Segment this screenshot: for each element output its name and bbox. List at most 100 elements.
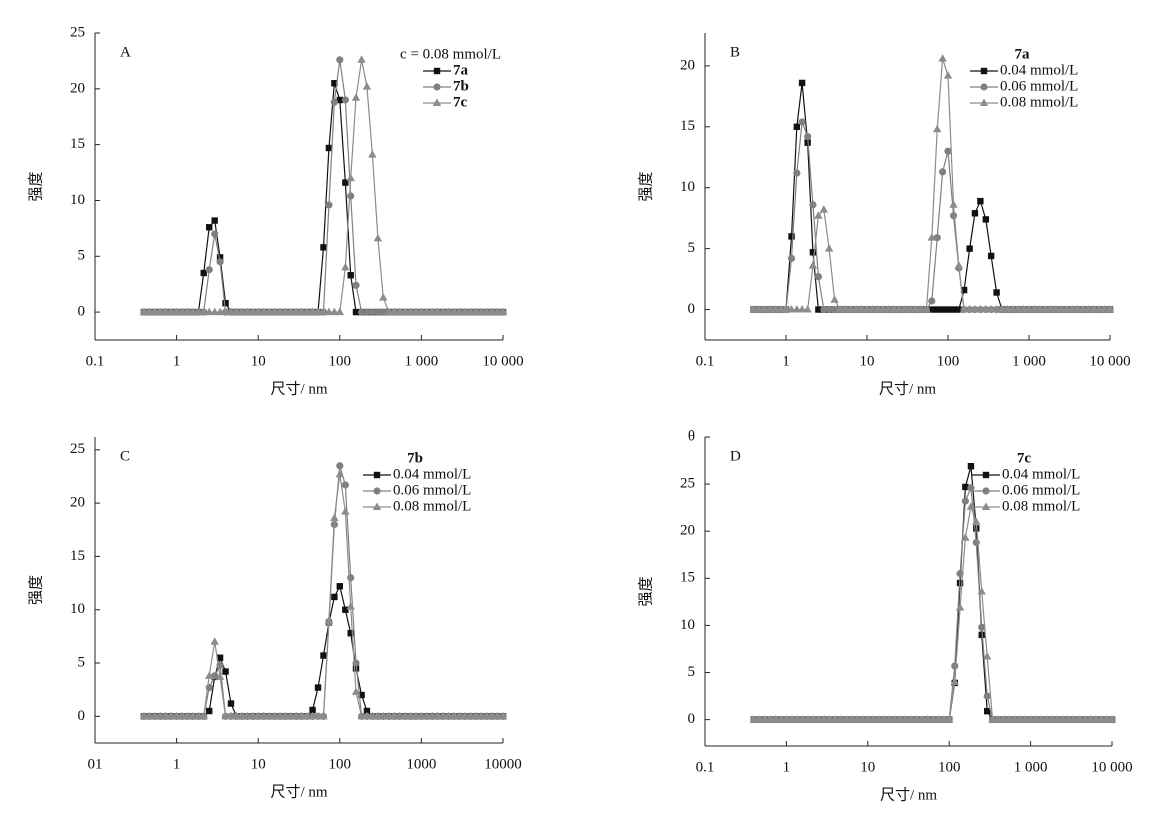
marker <box>194 307 203 316</box>
marker <box>264 711 274 720</box>
marker <box>1102 715 1111 723</box>
marker <box>970 305 980 313</box>
marker <box>411 711 421 720</box>
y-tick-label: 20 <box>70 495 85 511</box>
marker <box>373 471 381 479</box>
marker <box>1035 305 1045 313</box>
marker <box>984 707 991 715</box>
x-tick-label: 10 <box>251 756 266 772</box>
y-tick-label: 15 <box>680 118 695 134</box>
legend-label: 0.04 mmol/L <box>393 466 471 482</box>
marker <box>352 281 360 289</box>
y-axis-label: 强度 <box>27 575 44 605</box>
marker <box>351 687 361 695</box>
marker <box>830 295 839 303</box>
marker <box>292 711 301 720</box>
marker <box>351 93 361 101</box>
series-line <box>143 83 503 313</box>
marker <box>177 711 187 720</box>
marker <box>954 261 964 269</box>
marker <box>814 273 822 281</box>
marker <box>1062 305 1072 313</box>
panel-label: D <box>730 448 741 464</box>
marker <box>216 254 224 261</box>
marker <box>916 305 926 313</box>
marker <box>237 307 247 316</box>
marker <box>1037 715 1046 723</box>
marker <box>362 82 372 90</box>
x-tick-label: 10 <box>860 353 875 369</box>
marker <box>971 210 979 217</box>
marker <box>776 305 785 313</box>
marker <box>1051 305 1061 313</box>
marker <box>460 711 470 720</box>
marker <box>956 570 964 578</box>
marker <box>820 715 829 723</box>
marker <box>259 711 268 720</box>
marker <box>254 711 263 720</box>
marker <box>951 662 959 670</box>
marker <box>482 711 491 720</box>
marker <box>243 711 252 720</box>
marker <box>1107 715 1117 723</box>
marker <box>433 67 441 75</box>
series-line <box>753 82 1110 311</box>
marker <box>211 217 218 224</box>
marker <box>830 305 839 314</box>
marker <box>210 307 219 316</box>
x-tick-label: 100 <box>329 353 352 369</box>
marker <box>368 308 377 316</box>
legend-label: 0.08 mmol/L <box>393 498 471 514</box>
marker <box>373 711 383 720</box>
marker <box>248 711 257 720</box>
marker <box>188 307 198 316</box>
marker <box>455 711 464 720</box>
y-tick-label: 25 <box>70 24 85 40</box>
marker <box>944 147 952 155</box>
marker <box>999 715 1008 723</box>
x-tick-label: 1 000 <box>1014 759 1048 775</box>
marker <box>222 668 229 675</box>
marker <box>286 307 296 316</box>
marker <box>960 286 968 294</box>
marker <box>928 715 938 723</box>
marker <box>243 307 252 316</box>
marker <box>254 307 263 316</box>
marker <box>335 307 344 316</box>
marker <box>1003 305 1012 313</box>
x-tick-label: 1 <box>782 353 790 369</box>
marker <box>945 715 954 723</box>
marker <box>961 533 970 541</box>
marker <box>967 484 975 492</box>
marker <box>1046 305 1055 313</box>
marker <box>302 307 312 316</box>
marker <box>1058 715 1068 723</box>
marker <box>1084 305 1093 313</box>
marker <box>939 168 947 176</box>
legend-label: 0.06 mmol/L <box>1000 78 1078 94</box>
marker <box>205 266 213 274</box>
marker <box>1091 715 1100 723</box>
marker <box>950 306 957 313</box>
marker <box>145 711 154 720</box>
marker <box>177 307 187 316</box>
legend-label: 0.08 mmol/L <box>1000 94 1078 110</box>
marker <box>358 691 365 699</box>
marker <box>889 305 899 313</box>
marker <box>814 715 824 723</box>
marker <box>912 715 921 723</box>
marker <box>264 307 274 316</box>
marker <box>1024 305 1034 313</box>
x-axis-label: 尺寸/ nm <box>270 783 327 800</box>
marker <box>787 305 796 313</box>
marker <box>1010 715 1019 723</box>
marker <box>847 715 856 723</box>
marker <box>993 715 1003 723</box>
marker <box>1057 305 1066 313</box>
marker <box>487 307 497 316</box>
series-line <box>143 584 503 717</box>
marker <box>150 307 160 316</box>
x-tick-label: 10000 <box>484 756 522 772</box>
marker <box>156 711 165 720</box>
